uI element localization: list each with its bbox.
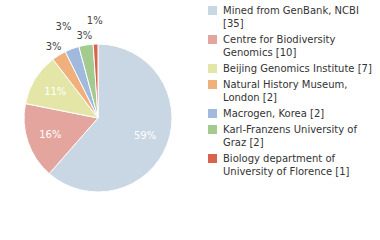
svg-text:1%: 1% bbox=[87, 15, 103, 26]
svg-text:3%: 3% bbox=[56, 21, 72, 32]
svg-text:59%: 59% bbox=[134, 130, 156, 141]
html-text:Natural History Museum, London: Natural History Museum, London [2] bbox=[223, 79, 348, 103]
html-text:Mined from GenBank, NCBI [35]: Mined from GenBank, NCBI [35] bbox=[223, 5, 359, 29]
svg-text:11%: 11% bbox=[44, 86, 66, 97]
html-text:Beijing Genomics Institute [7]: Beijing Genomics Institute [7] bbox=[223, 63, 372, 74]
svg-text:3%: 3% bbox=[76, 30, 92, 41]
svg-text:3%: 3% bbox=[46, 41, 62, 52]
html-text:Biology department of Universi: Biology department of University of Flor… bbox=[223, 153, 350, 177]
html-text:Centre for Biodiversity Genomi: Centre for Biodiversity Genomics [10] bbox=[223, 34, 336, 58]
html-text:Macrogen, Korea [2]: Macrogen, Korea [2] bbox=[223, 108, 325, 119]
html-text:Karl-Franzens University of Gr: Karl-Franzens University of Graz [2] bbox=[223, 124, 357, 148]
svg-text:16%: 16% bbox=[39, 129, 61, 140]
